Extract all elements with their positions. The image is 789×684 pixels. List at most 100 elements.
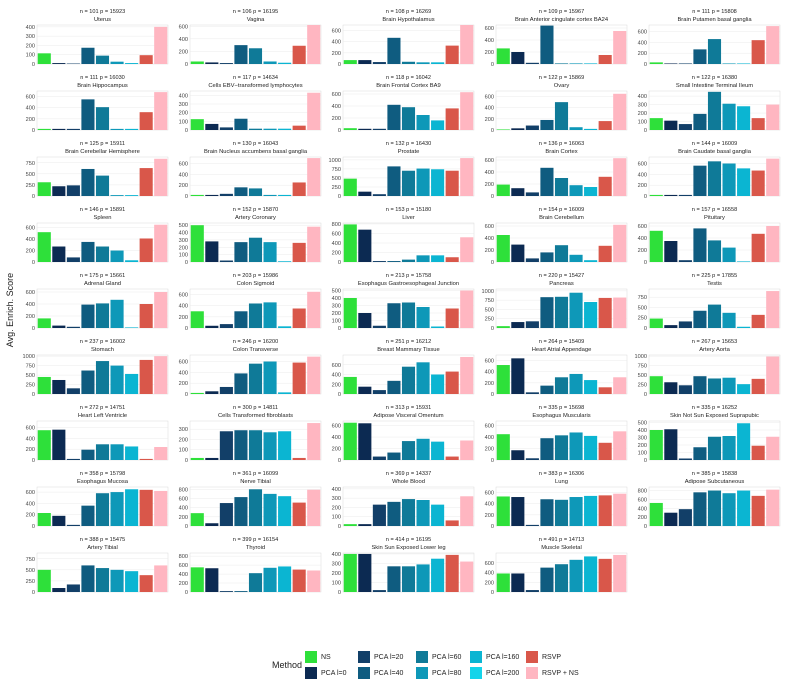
- y-tick-label: 200: [485, 117, 494, 123]
- legend-item-pca-160: PCA l=160: [470, 651, 519, 663]
- bar: [343, 422, 357, 460]
- bar: [707, 304, 722, 328]
- panel-brain-putamen-basal-ganglia: n = 111 p = 15808 Brain Putamen basal gan…: [638, 9, 781, 68]
- bar: [584, 556, 598, 592]
- panel-artery-tibial: n = 388 p = 15475 Artery Tibial 0 250 500 750: [26, 537, 169, 596]
- panel-brain-cerebellum: n = 154 p = 16009 Brain Cerebellum 0 200 400…: [485, 207, 628, 266]
- y-tick-label: 800: [638, 489, 647, 495]
- y-tick-label: 1000: [329, 158, 341, 164]
- bar: [496, 434, 510, 460]
- bar: [66, 524, 80, 526]
- y-tick-label: 250: [26, 183, 35, 189]
- bar: [766, 356, 780, 394]
- panel-title: Adipose Visceral Omentum: [373, 413, 443, 419]
- bar: [139, 238, 153, 262]
- y-tick-label: 400: [179, 304, 188, 310]
- bar: [52, 246, 66, 262]
- panel-n-label: n = 213 p = 15758: [386, 273, 431, 279]
- y-tick-label: 400: [179, 572, 188, 578]
- panel-n-label: n = 117 p = 14634: [233, 75, 278, 81]
- bar: [540, 567, 554, 592]
- bar: [307, 570, 321, 592]
- bar: [664, 63, 678, 64]
- bar: [219, 591, 233, 592]
- y-tick-label: 0: [185, 458, 188, 464]
- panel-title: Ovary: [554, 83, 570, 89]
- bar: [664, 382, 678, 394]
- bar: [37, 569, 51, 592]
- bar: [649, 376, 663, 394]
- bar: [584, 63, 598, 64]
- bar: [613, 377, 627, 394]
- y-tick-label: 600: [26, 426, 35, 432]
- bar: [416, 255, 430, 262]
- panel-brain-cerebellar-hemisphere: n = 125 p = 15911 Brain Cerebellar Hemisp…: [26, 141, 169, 200]
- y-tick-label: 250: [485, 317, 494, 323]
- bar: [751, 118, 765, 130]
- panel-title: Adrenal Gland: [84, 281, 121, 287]
- bar: [613, 31, 627, 64]
- bar: [154, 26, 168, 64]
- y-tick-label: 200: [26, 447, 35, 453]
- bar: [693, 310, 707, 328]
- y-tick-label: 0: [338, 62, 341, 68]
- panel-cells-transformed-fibroblasts: n = 300 p = 14811 Cells Transformed fibro…: [179, 405, 322, 464]
- panel-title: Prostate: [398, 149, 420, 155]
- bar: [139, 168, 153, 196]
- bar: [263, 302, 277, 328]
- bar: [598, 495, 612, 526]
- panel-n-label: n = 335 p = 15698: [539, 405, 584, 411]
- bar: [496, 184, 510, 196]
- bar: [110, 61, 124, 64]
- y-tick-label: 0: [338, 128, 341, 134]
- legend-label-pca-200: PCA l=200: [486, 669, 520, 677]
- panel-n-label: n = 491 p = 14713: [539, 537, 584, 543]
- y-tick-label: 0: [338, 458, 341, 464]
- y-tick-label: 600: [638, 497, 647, 503]
- y-tick-label: 600: [332, 92, 341, 98]
- y-tick-label: 600: [332, 363, 341, 369]
- bar: [401, 566, 416, 592]
- y-tick-label: 0: [32, 458, 35, 464]
- y-tick-label: 400: [332, 552, 341, 558]
- bar: [125, 446, 139, 460]
- y-tick-label: 200: [332, 51, 341, 57]
- bar: [372, 261, 386, 262]
- panel-title: Brain Cerebellar Hemisphere: [65, 149, 140, 155]
- bar: [110, 365, 124, 394]
- y-tick-label: 0: [185, 392, 188, 398]
- bar: [387, 452, 401, 460]
- y-tick-label: 200: [332, 447, 341, 453]
- y-tick-label: 0: [185, 590, 188, 596]
- bar: [139, 575, 153, 592]
- legend-item-rsvp-ns: RSVP + NS: [526, 667, 579, 679]
- bar: [460, 92, 474, 130]
- bar: [52, 379, 66, 394]
- panel-title: Breast Mammary Tissue: [377, 347, 440, 353]
- bar: [445, 554, 459, 592]
- legend-label-ns: NS: [321, 653, 331, 661]
- panel-vagina: n = 106 p = 16195 Vagina 0 200 400 600: [179, 9, 322, 68]
- y-tick-label: 0: [491, 458, 494, 464]
- bar: [678, 63, 692, 64]
- panel-n-label: n = 313 p = 15931: [386, 405, 431, 411]
- bar: [431, 255, 445, 262]
- bar: [569, 185, 583, 196]
- bar: [511, 497, 525, 526]
- bar: [707, 39, 722, 64]
- bar: [598, 297, 612, 328]
- panel-adipose-subcutaneous: n = 385 p = 15838 Adipose Subcutaneous 0 20…: [638, 471, 781, 530]
- y-tick-label: 200: [485, 50, 494, 56]
- y-tick-label: 0: [644, 260, 647, 266]
- bar: [219, 127, 233, 130]
- y-tick-label: 200: [26, 117, 35, 123]
- y-tick-label: 250: [638, 316, 647, 322]
- legend-swatch-rsvp: [526, 651, 538, 663]
- panel-n-label: n = 225 p = 17855: [692, 273, 737, 279]
- bar: [154, 565, 168, 592]
- panel-n-label: n = 109 p = 15967: [539, 9, 584, 15]
- bar: [401, 366, 416, 394]
- bar: [292, 308, 306, 328]
- bar: [81, 449, 95, 460]
- y-tick-label: 600: [179, 496, 188, 502]
